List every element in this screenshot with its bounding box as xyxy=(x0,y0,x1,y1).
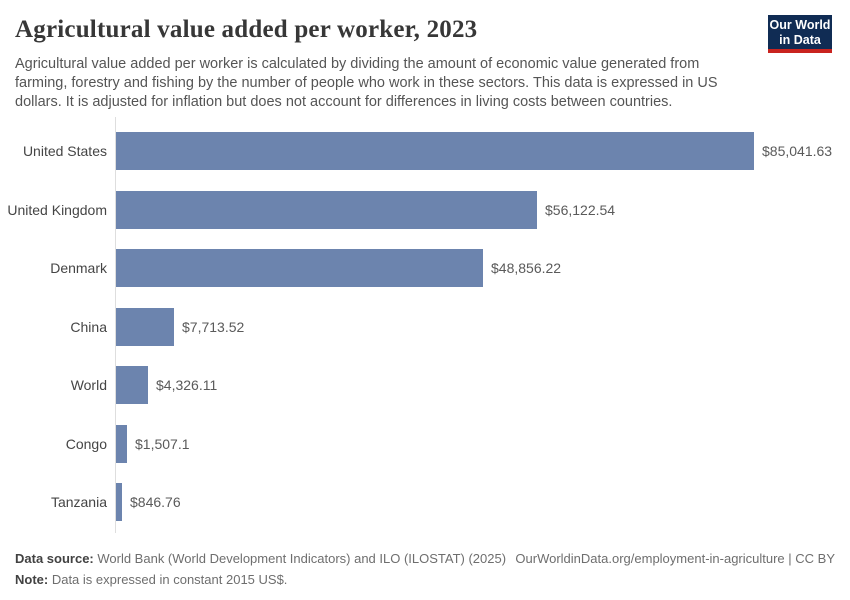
owid-url-link[interactable]: OurWorldinData.org/employment-in-agricul… xyxy=(515,551,835,566)
category-label[interactable]: China xyxy=(70,318,107,335)
owid-logo-line1: Our World xyxy=(769,18,831,32)
note-label: Note: xyxy=(15,572,49,587)
bar[interactable] xyxy=(116,132,754,170)
bar-row: Congo $1,507.1 xyxy=(0,424,850,463)
owid-logo[interactable]: Our World in Data xyxy=(768,15,832,53)
data-source: Data source: World Bank (World Developme… xyxy=(15,548,506,569)
chart-title: Agricultural value added per worker, 202… xyxy=(15,16,478,43)
bar[interactable] xyxy=(116,190,537,229)
owid-logo-line2: in Data xyxy=(779,33,821,47)
value-label: $85,041.63 xyxy=(762,143,833,159)
bar-row: United Kingdom $56,122.54 xyxy=(0,190,850,229)
bar-row: China $7,713.52 xyxy=(0,307,850,346)
chart-subtitle: Agricultural value added per worker is c… xyxy=(15,56,718,110)
plot-area: United States $85,041.63 United Kingdom $56… xyxy=(0,117,850,533)
bar-row: Denmark $48,856.22 xyxy=(0,249,850,287)
note-text: Data is expressed in constant 2015 US$. xyxy=(48,572,288,587)
value-label: $7,713.52 xyxy=(182,318,245,335)
note: Note: Data is expressed in constant 2015… xyxy=(15,572,287,587)
category-label[interactable]: United Kingdom xyxy=(7,201,107,218)
data-source-label: Data source: xyxy=(15,551,94,566)
bar[interactable] xyxy=(116,483,122,521)
category-label[interactable]: Denmark xyxy=(50,260,107,276)
value-label: $1,507.1 xyxy=(135,435,190,452)
category-label[interactable]: Congo xyxy=(65,435,107,452)
value-label: $56,122.54 xyxy=(545,201,616,218)
data-source-text: World Bank (World Development Indicators… xyxy=(93,551,507,566)
bar-row: World $4,326.11 xyxy=(0,366,850,404)
bar[interactable] xyxy=(116,307,174,346)
category-label[interactable]: Tanzania xyxy=(50,494,107,510)
value-label: $846.76 xyxy=(130,494,181,510)
category-label[interactable]: United States xyxy=(22,143,107,159)
bar[interactable] xyxy=(116,249,483,287)
bar-row: Tanzania $846.76 xyxy=(0,483,850,521)
value-label: $48,856.22 xyxy=(491,260,562,276)
value-label: $4,326.11 xyxy=(156,377,218,393)
chart-footer: Data source: World Bank (World Developme… xyxy=(15,548,835,590)
y-axis-line xyxy=(115,117,116,533)
bar[interactable] xyxy=(116,424,127,463)
bar[interactable] xyxy=(116,366,148,404)
category-label[interactable]: World xyxy=(70,377,107,393)
bar-row: United States $85,041.63 xyxy=(0,132,850,170)
